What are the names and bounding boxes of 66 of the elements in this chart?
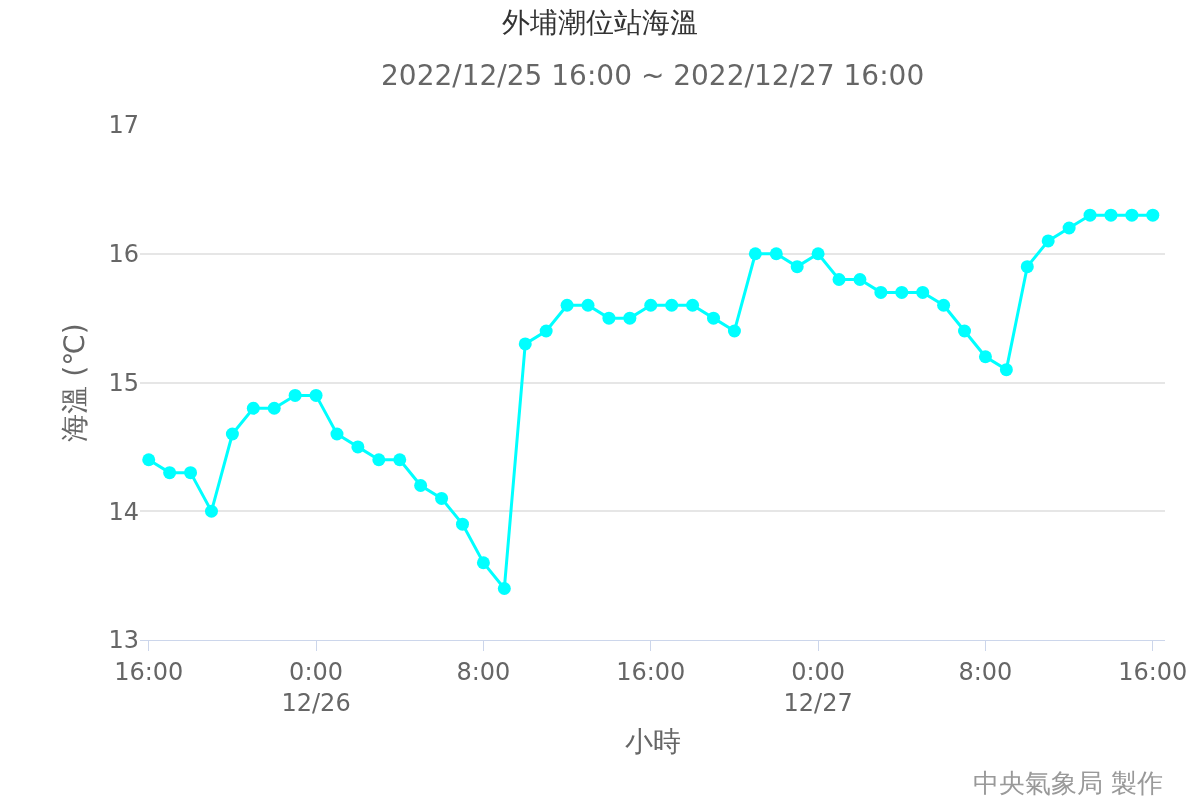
x-tick-label: 16:00 [616,657,686,686]
point [874,285,888,299]
point [937,298,951,312]
text: 中央氣象局 製作 [973,768,1164,798]
point [456,517,469,531]
y-tick-label: 13 [108,626,139,655]
point [497,582,511,595]
point [330,427,344,441]
point [246,401,260,415]
point [372,453,386,467]
point [1041,234,1055,248]
point [393,453,407,467]
x-tick-label: 8:00 [958,657,1013,686]
point [142,453,156,467]
point [623,311,637,325]
point [184,466,198,480]
point [1104,208,1118,222]
point [916,285,930,299]
point [832,273,846,286]
point [853,273,867,286]
point [309,388,323,402]
point [435,491,449,505]
point [999,363,1013,377]
x-tick-label: 16:00 [114,657,184,686]
point [1083,208,1097,222]
point [727,324,741,338]
x-tick-label: 0:00 12/26 [281,657,351,717]
point [560,298,574,312]
point [204,504,218,518]
point [895,285,909,299]
chart-subtitle: 2022/12/25 16:00 ~ 2022/12/27 16:00 [381,59,925,92]
point [958,324,972,338]
point [1125,208,1139,222]
x-axis-title: 小時 [624,725,681,759]
point [748,247,762,261]
x-tick-label: 8:00 [456,657,511,686]
x-tick-label: 16:00 [1118,657,1188,686]
y-tick-label: 15 [108,368,139,397]
x-tick-label: 0:00 12/27 [783,657,853,717]
y-tick-label: 17 [108,111,139,140]
point [1146,208,1160,222]
point [351,440,365,454]
y-tick-label: 16 [108,240,139,269]
y-tick-label: 14 [108,497,139,526]
point [707,311,721,325]
point [811,247,825,261]
point [163,466,177,480]
point [288,388,302,402]
point [644,298,658,312]
point [539,324,553,338]
point [476,556,490,570]
point [518,337,532,351]
point [665,298,679,312]
point [225,427,239,441]
point [581,298,595,312]
point [414,479,428,492]
point [790,260,804,274]
point [686,298,700,312]
chart-title: 外埔潮位站海溫 [502,5,698,39]
y-axis-title: 海溫 (℃) [58,323,92,442]
point [1020,260,1034,274]
point [978,350,992,364]
point [602,311,616,325]
point [267,401,281,415]
point [769,247,783,261]
point [1062,221,1076,235]
